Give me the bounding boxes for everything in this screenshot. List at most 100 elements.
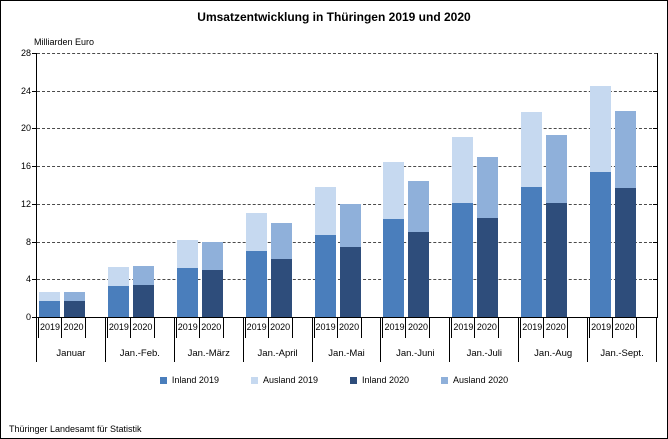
gridline <box>37 128 657 129</box>
year-label: 2019 <box>589 317 614 338</box>
month-label: Jan.-Juli <box>466 348 502 359</box>
year-label: 2020 <box>200 317 224 338</box>
y-axis-label: 0 <box>25 312 31 322</box>
legend-item: Inland 2019 <box>159 375 219 385</box>
month-label: Jan.-Feb. <box>119 348 160 359</box>
x-axis-group: 2019 2020 Jan.-Juli <box>450 317 520 362</box>
year-label: 2019 <box>244 317 269 338</box>
stacked-bar-2019 <box>107 267 129 317</box>
stacked-bar-2020 <box>64 292 85 317</box>
bar-group <box>244 53 313 317</box>
y-tick-right <box>653 91 657 92</box>
y-tick-left <box>32 53 36 54</box>
bar-segment <box>590 172 612 317</box>
bar-segment <box>408 181 430 232</box>
y-tick-right <box>653 128 657 129</box>
year-label-row: 2019 2020 <box>589 317 638 338</box>
legend-item: Ausland 2020 <box>441 375 508 385</box>
bar-segment <box>339 247 361 317</box>
y-tick-right <box>653 166 657 167</box>
month-label: Jan.-März <box>187 348 230 359</box>
y-tick-left <box>32 317 36 318</box>
bar-segment <box>314 235 336 317</box>
chart-title: Umsatzentwicklung in Thüringen 2019 und … <box>197 10 471 24</box>
x-axis-group: 2019 2020 Januar <box>37 317 106 362</box>
bar-group <box>588 53 657 317</box>
bar-segment <box>132 266 154 285</box>
legend-swatch-icon <box>350 376 357 384</box>
x-axis-group: 2019 2020 Jan.-April <box>244 317 313 362</box>
x-axis-groups: 2019 2020 Januar 2019 2020 Jan.-Feb. 2019 2020 J… <box>36 317 658 362</box>
y-axis-label: 28 <box>20 48 31 58</box>
y-axis-labels: 0 4 8 12 16 20 24 28 <box>1 48 31 322</box>
bar-segment <box>270 259 292 317</box>
bar-segment <box>477 218 499 317</box>
bar-groups <box>37 53 657 317</box>
stacked-bar-2020 <box>408 181 430 317</box>
stacked-bar-2020 <box>546 135 568 317</box>
x-axis-group: 2019 2020 Jan.-März <box>175 317 244 362</box>
bar-segment <box>590 86 612 172</box>
legend-swatch-icon <box>250 376 258 384</box>
bar-segment <box>245 251 267 317</box>
year-label-row: 2019 2020 <box>382 317 431 338</box>
month-label: Jan.-Aug <box>534 348 573 359</box>
year-label-row: 2019 2020 <box>38 317 86 338</box>
year-label-row: 2019 2020 <box>175 317 224 338</box>
year-label: 2020 <box>406 317 431 338</box>
stacked-bar-2019 <box>452 137 474 317</box>
bar-segment <box>383 219 405 317</box>
bar-segment <box>546 203 568 317</box>
bar-segment <box>39 292 60 301</box>
y-tick-left <box>32 279 36 280</box>
year-label: 2019 <box>313 317 338 338</box>
month-label: Jan.-April <box>257 348 298 359</box>
gridline <box>37 91 657 92</box>
stacked-bar-2019 <box>521 112 543 317</box>
bar-group <box>381 53 450 317</box>
bar-group <box>313 53 382 317</box>
bar-segment <box>521 112 543 187</box>
year-label-row: 2019 2020 <box>106 317 155 338</box>
bar-segment <box>107 267 129 286</box>
x-axis-group: 2019 2020 Jan.-Juni <box>381 317 451 362</box>
stacked-bar-2020 <box>339 204 361 317</box>
y-tick-left <box>32 128 36 129</box>
year-label: 2020 <box>475 317 500 338</box>
bar-segment <box>314 187 336 235</box>
bar-segment <box>245 213 267 251</box>
stacked-bar-2019 <box>314 187 336 317</box>
year-label: 2019 <box>38 317 62 338</box>
stacked-bar-2019 <box>245 213 267 317</box>
month-label: Jan.-Mai <box>328 348 365 359</box>
x-axis-group: 2019 2020 Jan.-Aug <box>519 317 589 362</box>
bar-group <box>519 53 588 317</box>
y-axis-label: 8 <box>25 237 31 247</box>
year-label: 2020 <box>131 317 155 338</box>
stacked-bar-2020 <box>477 157 499 317</box>
legend-label: Ausland 2020 <box>453 375 509 385</box>
bar-segment <box>408 232 430 317</box>
y-axis-label: 24 <box>20 86 31 96</box>
stacked-bar-2019 <box>176 240 198 317</box>
year-label-row: 2019 2020 <box>451 317 500 338</box>
bar-segment <box>452 137 474 203</box>
source-note: Thüringer Landesamt für Statistik <box>9 424 142 434</box>
plot-area <box>32 53 658 318</box>
bar-segment <box>270 223 292 259</box>
legend-item: Inland 2020 <box>350 375 409 385</box>
y-tick-left <box>32 166 36 167</box>
bar-segment <box>546 135 568 203</box>
year-label: 2020 <box>544 317 569 338</box>
y-axis-label: 20 <box>20 123 31 133</box>
bar-segment <box>383 162 405 219</box>
legend: Inland 2019 Ausland 2019 Inland 2020 Auslan… <box>1 375 667 385</box>
y-tick-left <box>32 91 36 92</box>
stacked-bar-2020 <box>270 223 292 317</box>
y-tick-left <box>32 242 36 243</box>
year-label-row: 2019 2020 <box>244 317 293 338</box>
gridline <box>37 166 657 167</box>
year-label: 2020 <box>62 317 86 338</box>
year-label: 2019 <box>382 317 407 338</box>
